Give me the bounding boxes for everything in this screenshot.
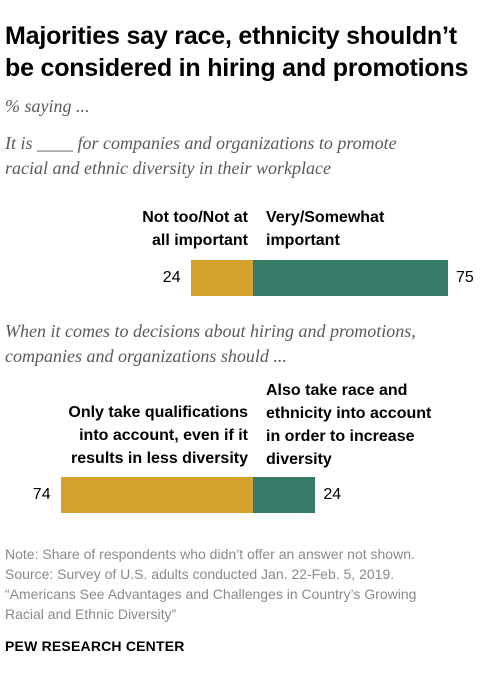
- chart-title-line-1: Majorities say race, ethnicity shouldn’t: [5, 22, 457, 50]
- chart2-category-label-left-line-3: results in less diversity: [71, 450, 248, 467]
- chart1-value-label-not-important: 24: [162, 269, 181, 286]
- question-2-line-2: companies and organizations should ...: [5, 346, 287, 366]
- chart2-value-label-qualifications-only: 74: [32, 486, 51, 503]
- source-name: PEW RESEARCH CENTER: [5, 638, 185, 654]
- chart2-category-label-left-line-1: Only take qualifications: [68, 404, 248, 421]
- question-1: It is ____ for companies and organizatio…: [5, 131, 490, 181]
- chart2-category-label-right-line-1: Also take race and: [266, 382, 408, 399]
- chart1-category-label-right-line-1: Very/Somewhat: [266, 209, 385, 226]
- chart2-bar-qualifications-only: [60, 477, 253, 513]
- chart1-category-label-left-line-1: Not too/Not at: [142, 209, 248, 226]
- chart1-category-label-left: Not too/Not at all important: [80, 206, 248, 252]
- chart2-category-label-right: Also take race and ethnicity into accoun…: [266, 379, 481, 471]
- notes: Note: Share of respondents who didn’t of…: [5, 544, 490, 624]
- chart1-category-label-right-line-2: important: [266, 232, 340, 249]
- chart-subtitle: % saying ...: [5, 96, 90, 116]
- question-1-line-1: It is ____ for companies and organizatio…: [5, 133, 397, 153]
- question-2: When it comes to decisions about hiring …: [5, 319, 490, 369]
- chart2-category-label-left: Only take qualifications into account, e…: [30, 401, 248, 470]
- question-2-line-1: When it comes to decisions about hiring …: [5, 321, 416, 341]
- chart1-category-label-right: Very/Somewhat important: [266, 206, 466, 252]
- note-line-1: Note: Share of respondents who didn’t of…: [5, 546, 415, 562]
- question-1-line-2: racial and ethnic diversity in their wor…: [5, 158, 331, 178]
- chart2-category-label-right-line-2: ethnicity into account: [266, 405, 432, 422]
- note-line-2: Source: Survey of U.S. adults conducted …: [5, 566, 395, 582]
- chart2-category-label-left-line-2: into account, even if it: [79, 427, 248, 444]
- chart1-bar-important: [253, 260, 448, 296]
- chart-title: Majorities say race, ethnicity shouldn’t…: [5, 20, 490, 84]
- note-line-4: Racial and Ethnic Diversity”: [5, 606, 177, 622]
- chart1-bar-not-important: [190, 260, 253, 296]
- chart2-bar-race-ethnicity: [253, 477, 316, 513]
- chart1-category-label-left-line-2: all important: [151, 232, 248, 249]
- chart-title-line-2: be considered in hiring and promotions: [5, 54, 469, 82]
- chart2-value-label-race-ethnicity: 24: [323, 486, 342, 503]
- chart2-category-label-right-line-4: diversity: [266, 451, 332, 468]
- chart1-value-label-important: 75: [456, 269, 474, 286]
- chart2-category-label-right-line-3: in order to increase: [266, 428, 415, 445]
- note-line-3: “Americans See Advantages and Challenges…: [5, 586, 417, 602]
